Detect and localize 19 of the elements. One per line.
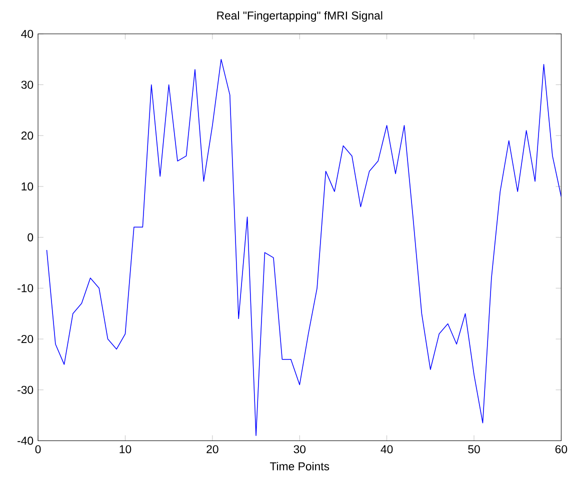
y-tick-label: 10 xyxy=(22,182,34,190)
x-tick-label: 20 xyxy=(206,445,218,454)
y-tick-label: -20 xyxy=(18,334,34,343)
x-tick-label: 60 xyxy=(555,445,568,454)
x-tick-label: 0 xyxy=(35,445,41,454)
x-tick-label: 30 xyxy=(294,445,306,454)
x-tick-label: 10 xyxy=(120,445,132,454)
x-tick-label: 50 xyxy=(468,445,480,454)
y-tick-label: 30 xyxy=(21,80,34,89)
y-tick-label: 0 xyxy=(28,233,34,242)
y-tick-label: -30 xyxy=(18,386,34,394)
chart-title: Real "Fingertapping" fMRI Signal xyxy=(217,11,382,22)
x-axis-title: Time Points xyxy=(270,462,330,470)
x-tick-label: 40 xyxy=(380,445,393,454)
y-tick-label: 20 xyxy=(21,131,34,140)
y-tick-label: -40 xyxy=(18,436,34,445)
line-series xyxy=(46,58,562,436)
y-tick-label: 40 xyxy=(21,30,34,38)
y-tick-label: -10 xyxy=(18,284,34,292)
